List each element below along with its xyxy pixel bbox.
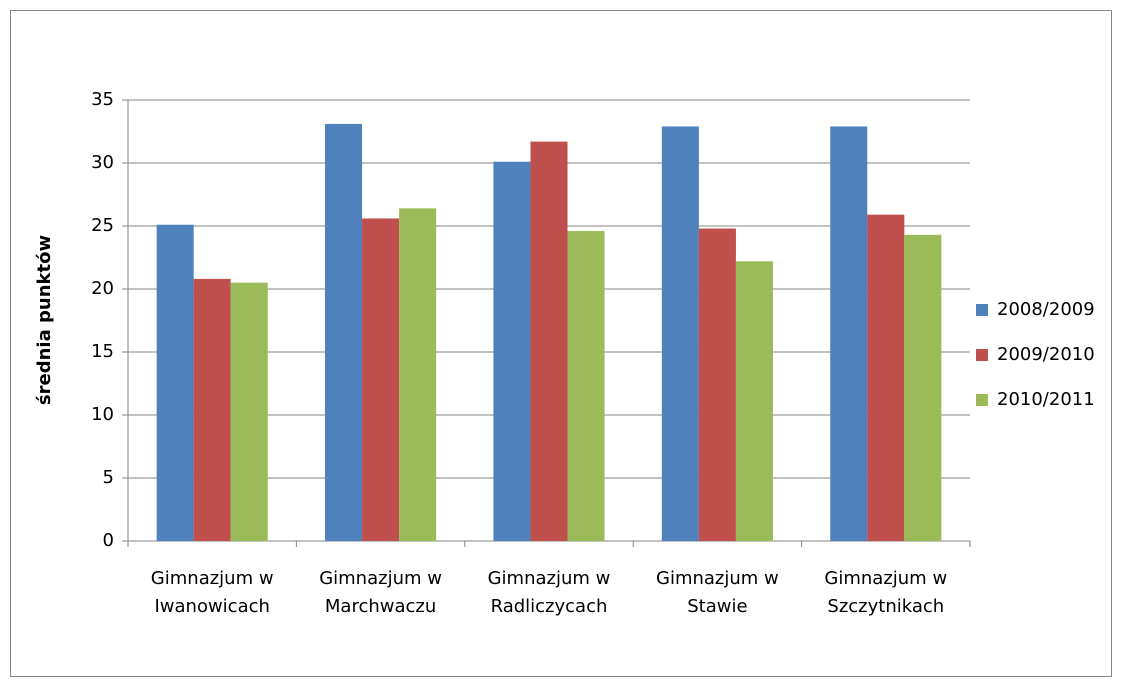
bar xyxy=(156,224,194,542)
bar xyxy=(867,214,905,541)
y-tick-label: 10 xyxy=(91,404,114,425)
x-tick-label: Gimnazjum w Marchwaczu xyxy=(319,568,442,617)
y-axis-label: średnia punktów xyxy=(34,235,55,405)
x-tick-label: Gimnazjum w Radliczycach xyxy=(487,568,611,617)
legend-swatch xyxy=(976,349,988,361)
y-tick-label: 30 xyxy=(91,152,114,173)
bar xyxy=(399,208,437,542)
bar xyxy=(904,234,942,541)
legend-swatch xyxy=(976,304,988,316)
bar xyxy=(193,278,231,541)
bar xyxy=(661,126,699,542)
bar xyxy=(830,126,868,542)
y-tick-label: 0 xyxy=(103,530,114,551)
legend-label: 2010/2011 xyxy=(997,389,1095,410)
y-tick-label: 35 xyxy=(91,89,114,110)
y-tick-label: 20 xyxy=(91,278,114,299)
bar xyxy=(698,228,736,541)
bar xyxy=(325,123,363,541)
y-tick-label: 15 xyxy=(91,341,114,362)
bar xyxy=(493,161,531,542)
bar xyxy=(230,282,268,541)
bar xyxy=(567,231,605,542)
x-tick-label: Gimnazjum w Iwanowicach xyxy=(150,568,274,617)
legend-swatch xyxy=(976,394,988,406)
x-tick-label: Gimnazjum w Stawie xyxy=(656,568,779,617)
x-tick-label: Gimnazjum w Szczytnikach xyxy=(824,568,948,617)
y-tick-label: 5 xyxy=(103,467,114,488)
legend-label: 2009/2010 xyxy=(997,344,1095,365)
legend-label: 2008/2009 xyxy=(997,299,1095,320)
bar xyxy=(735,261,773,541)
bar xyxy=(362,218,400,541)
y-tick-label: 25 xyxy=(91,215,114,236)
bar xyxy=(530,141,568,541)
